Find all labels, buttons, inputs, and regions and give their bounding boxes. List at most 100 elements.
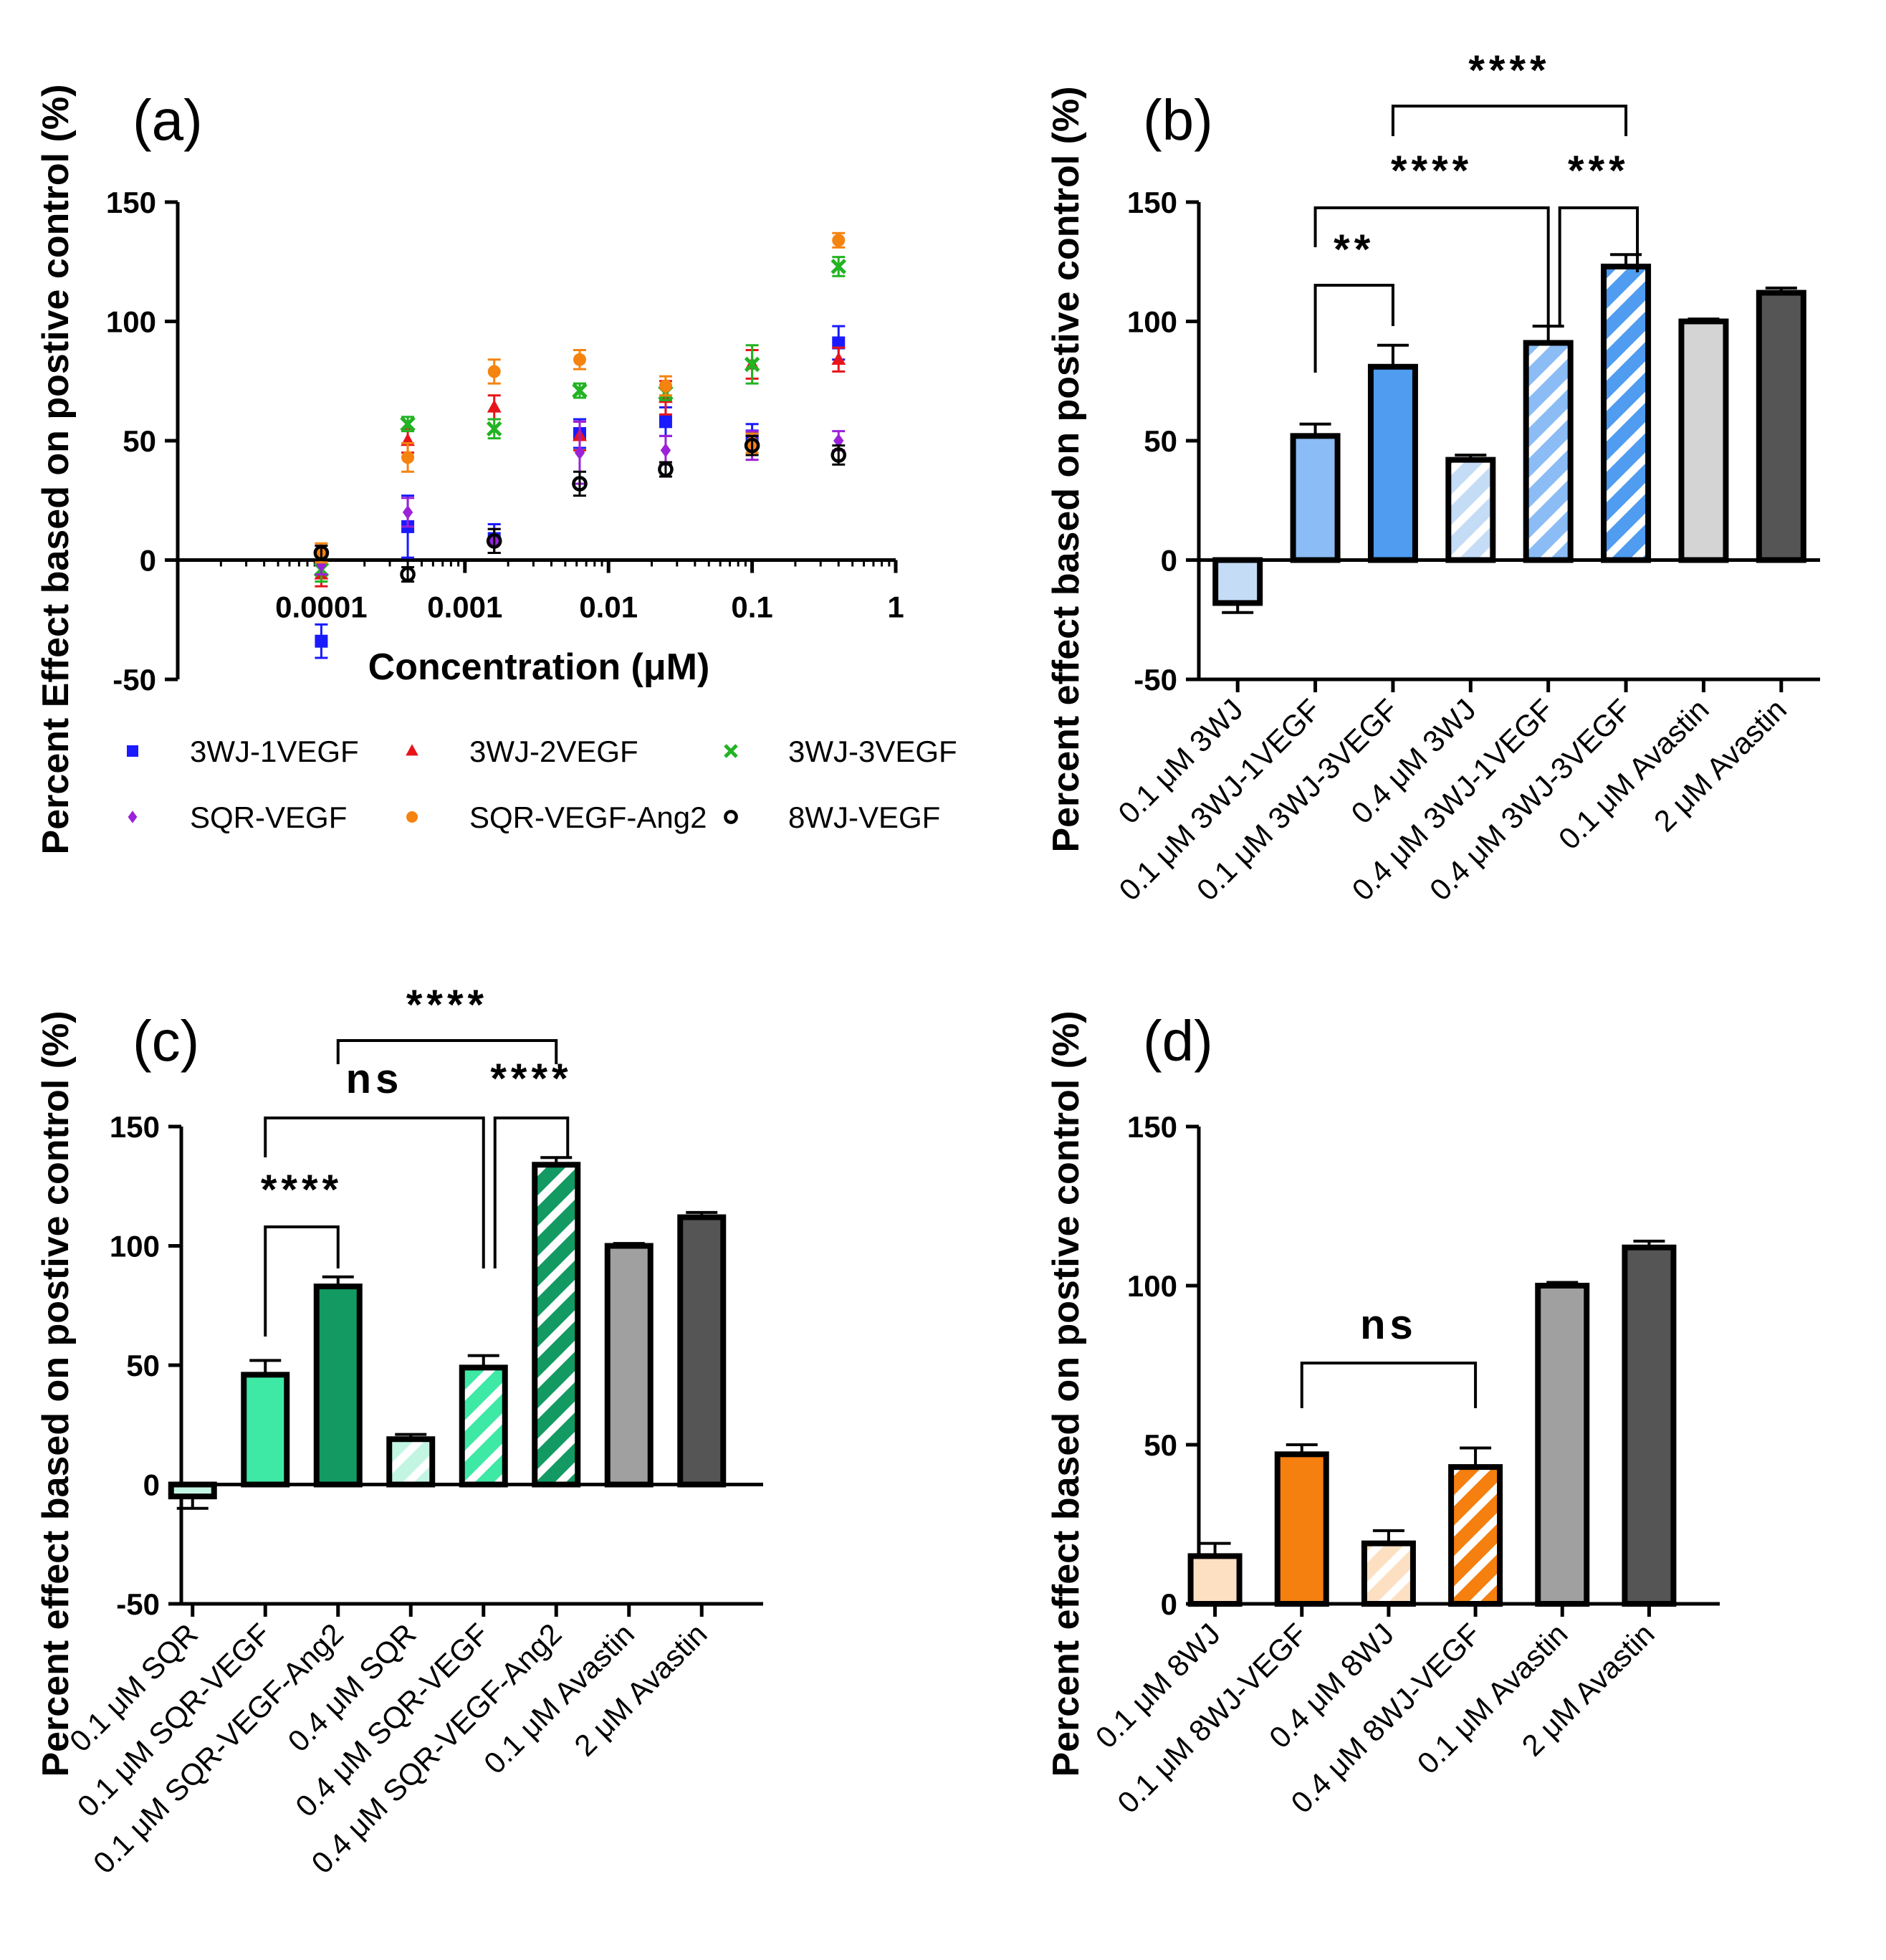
error-bar	[1460, 1446, 1492, 1468]
y-tick-label: 0	[1161, 544, 1177, 578]
panel-b-ylabel: Percent effect based on postive control …	[1045, 86, 1087, 852]
bar	[1212, 557, 1263, 606]
panel-a-x-tick-label: 0.001	[427, 591, 502, 624]
bar	[1535, 1283, 1590, 1607]
data-point	[401, 451, 415, 464]
y-tick-label: 150	[110, 1110, 160, 1144]
y-tick-label: 0	[1161, 1587, 1177, 1621]
panel-b-bar-chart: (b) Percent effect based on postive cont…	[1045, 47, 1820, 907]
bar	[1756, 290, 1806, 563]
panel-a-y-tick-label: 50	[123, 424, 156, 458]
panel-c-bar-chart: (c) Percent effect based on postive cont…	[35, 982, 763, 1880]
significance-label: ****	[406, 982, 488, 1028]
panel-a-y-tick-label: -50	[113, 663, 156, 697]
series-SQR-VEGF-Ang2	[315, 231, 846, 564]
bar	[1601, 263, 1652, 563]
data-point	[659, 415, 672, 429]
error-bar	[1532, 325, 1564, 343]
error-bar	[1765, 286, 1797, 293]
y-tick-label: 50	[1144, 424, 1177, 458]
significance-label: ns	[1360, 1301, 1417, 1348]
panel-a-label: (a)	[133, 88, 203, 152]
significance-bracket	[264, 1225, 340, 1337]
bar	[677, 1214, 727, 1488]
bar	[313, 1283, 363, 1488]
bar	[604, 1243, 654, 1488]
significance-bracket	[1300, 1362, 1478, 1408]
legend-label: SQR-VEGF	[190, 800, 347, 834]
panel-a-scatter: (a) Percent Effect based on postive cont…	[35, 85, 957, 855]
bar	[168, 1481, 217, 1500]
y-tick-label: 50	[1144, 1428, 1177, 1462]
legend-label: 3WJ-2VEGF	[469, 735, 638, 768]
error-bar	[1546, 1281, 1579, 1286]
significance-bracket	[336, 1039, 558, 1064]
panel-a-xlabel: Concentration (μM)	[368, 646, 710, 688]
bar	[1523, 340, 1574, 563]
data-point	[659, 379, 672, 393]
significance-label: **	[1334, 226, 1374, 273]
y-tick-label: 100	[1127, 305, 1177, 339]
category-label: 0.1 μM Avastin	[1411, 1617, 1574, 1780]
error-bar	[1286, 1443, 1318, 1455]
bar	[532, 1162, 581, 1488]
bar	[1367, 363, 1418, 563]
bar	[386, 1436, 436, 1488]
bar	[1678, 318, 1729, 563]
error-bar	[1199, 1541, 1231, 1557]
data-point	[833, 434, 844, 448]
data-point	[402, 505, 413, 520]
panel-a-y-axis: 150 100 50 0 -50	[106, 186, 180, 697]
data-point	[830, 447, 847, 463]
legend-item: SQR-VEGF	[128, 800, 347, 834]
series-8WJ-VEGF	[313, 434, 847, 583]
panel-d-ylabel: Percent effect based on postive control …	[1045, 1010, 1087, 1777]
panel-a-y-tick-label: 0	[140, 544, 156, 578]
panel-a-data-points	[313, 231, 847, 659]
significance-label: ****	[1391, 148, 1473, 194]
panel-a-x-tick-label: 1	[887, 591, 904, 624]
bar	[241, 1372, 290, 1488]
legend-item: 3WJ-3VEGF	[724, 735, 957, 768]
significance-label: ****	[490, 1056, 572, 1102]
legend-item: SQR-VEGF-Ang2	[406, 800, 707, 834]
error-bar	[573, 470, 586, 497]
data-point	[487, 399, 502, 413]
panel-d-label: (d)	[1143, 1009, 1213, 1073]
data-point	[313, 545, 330, 561]
y-tick-label: 50	[126, 1349, 160, 1382]
data-point	[316, 558, 327, 573]
y-tick-label: 0	[143, 1468, 160, 1502]
data-point	[315, 634, 328, 648]
error-bar	[1299, 422, 1331, 436]
panel-a-legend: 3WJ-1VEGF 3WJ-2VEGF 3WJ-3VEGF SQR-VEGF SQR-V…	[127, 735, 957, 834]
y-tick-label: -50	[116, 1587, 160, 1621]
legend-label: 3WJ-1VEGF	[190, 735, 359, 768]
data-point	[487, 365, 501, 378]
error-bar	[686, 1210, 718, 1218]
bar	[1274, 1451, 1329, 1607]
error-bar	[1688, 317, 1720, 322]
data-point	[744, 356, 760, 373]
data-point	[573, 353, 586, 366]
bar	[1187, 1553, 1243, 1607]
series-3WJ-3VEGF	[313, 256, 847, 583]
bar	[1290, 433, 1341, 563]
bar	[1361, 1540, 1416, 1607]
error-bar	[395, 1433, 427, 1440]
panel-c-label: (c)	[133, 1009, 199, 1073]
error-bar	[613, 1242, 645, 1246]
significance-bracket	[493, 1117, 570, 1268]
y-tick-label: 100	[1127, 1269, 1177, 1303]
legend-label: 3WJ-3VEGF	[788, 735, 957, 768]
panel-a-x-tick-label: 0.0001	[275, 591, 367, 624]
panel-d-bar-chart: (d) Percent effect based on postive cont…	[1045, 1009, 1720, 1820]
significance-bracket	[1391, 105, 1628, 136]
data-point	[574, 445, 585, 460]
bar	[1445, 456, 1496, 563]
y-tick-label: 150	[1127, 1110, 1177, 1144]
significance-bracket	[1558, 206, 1640, 326]
